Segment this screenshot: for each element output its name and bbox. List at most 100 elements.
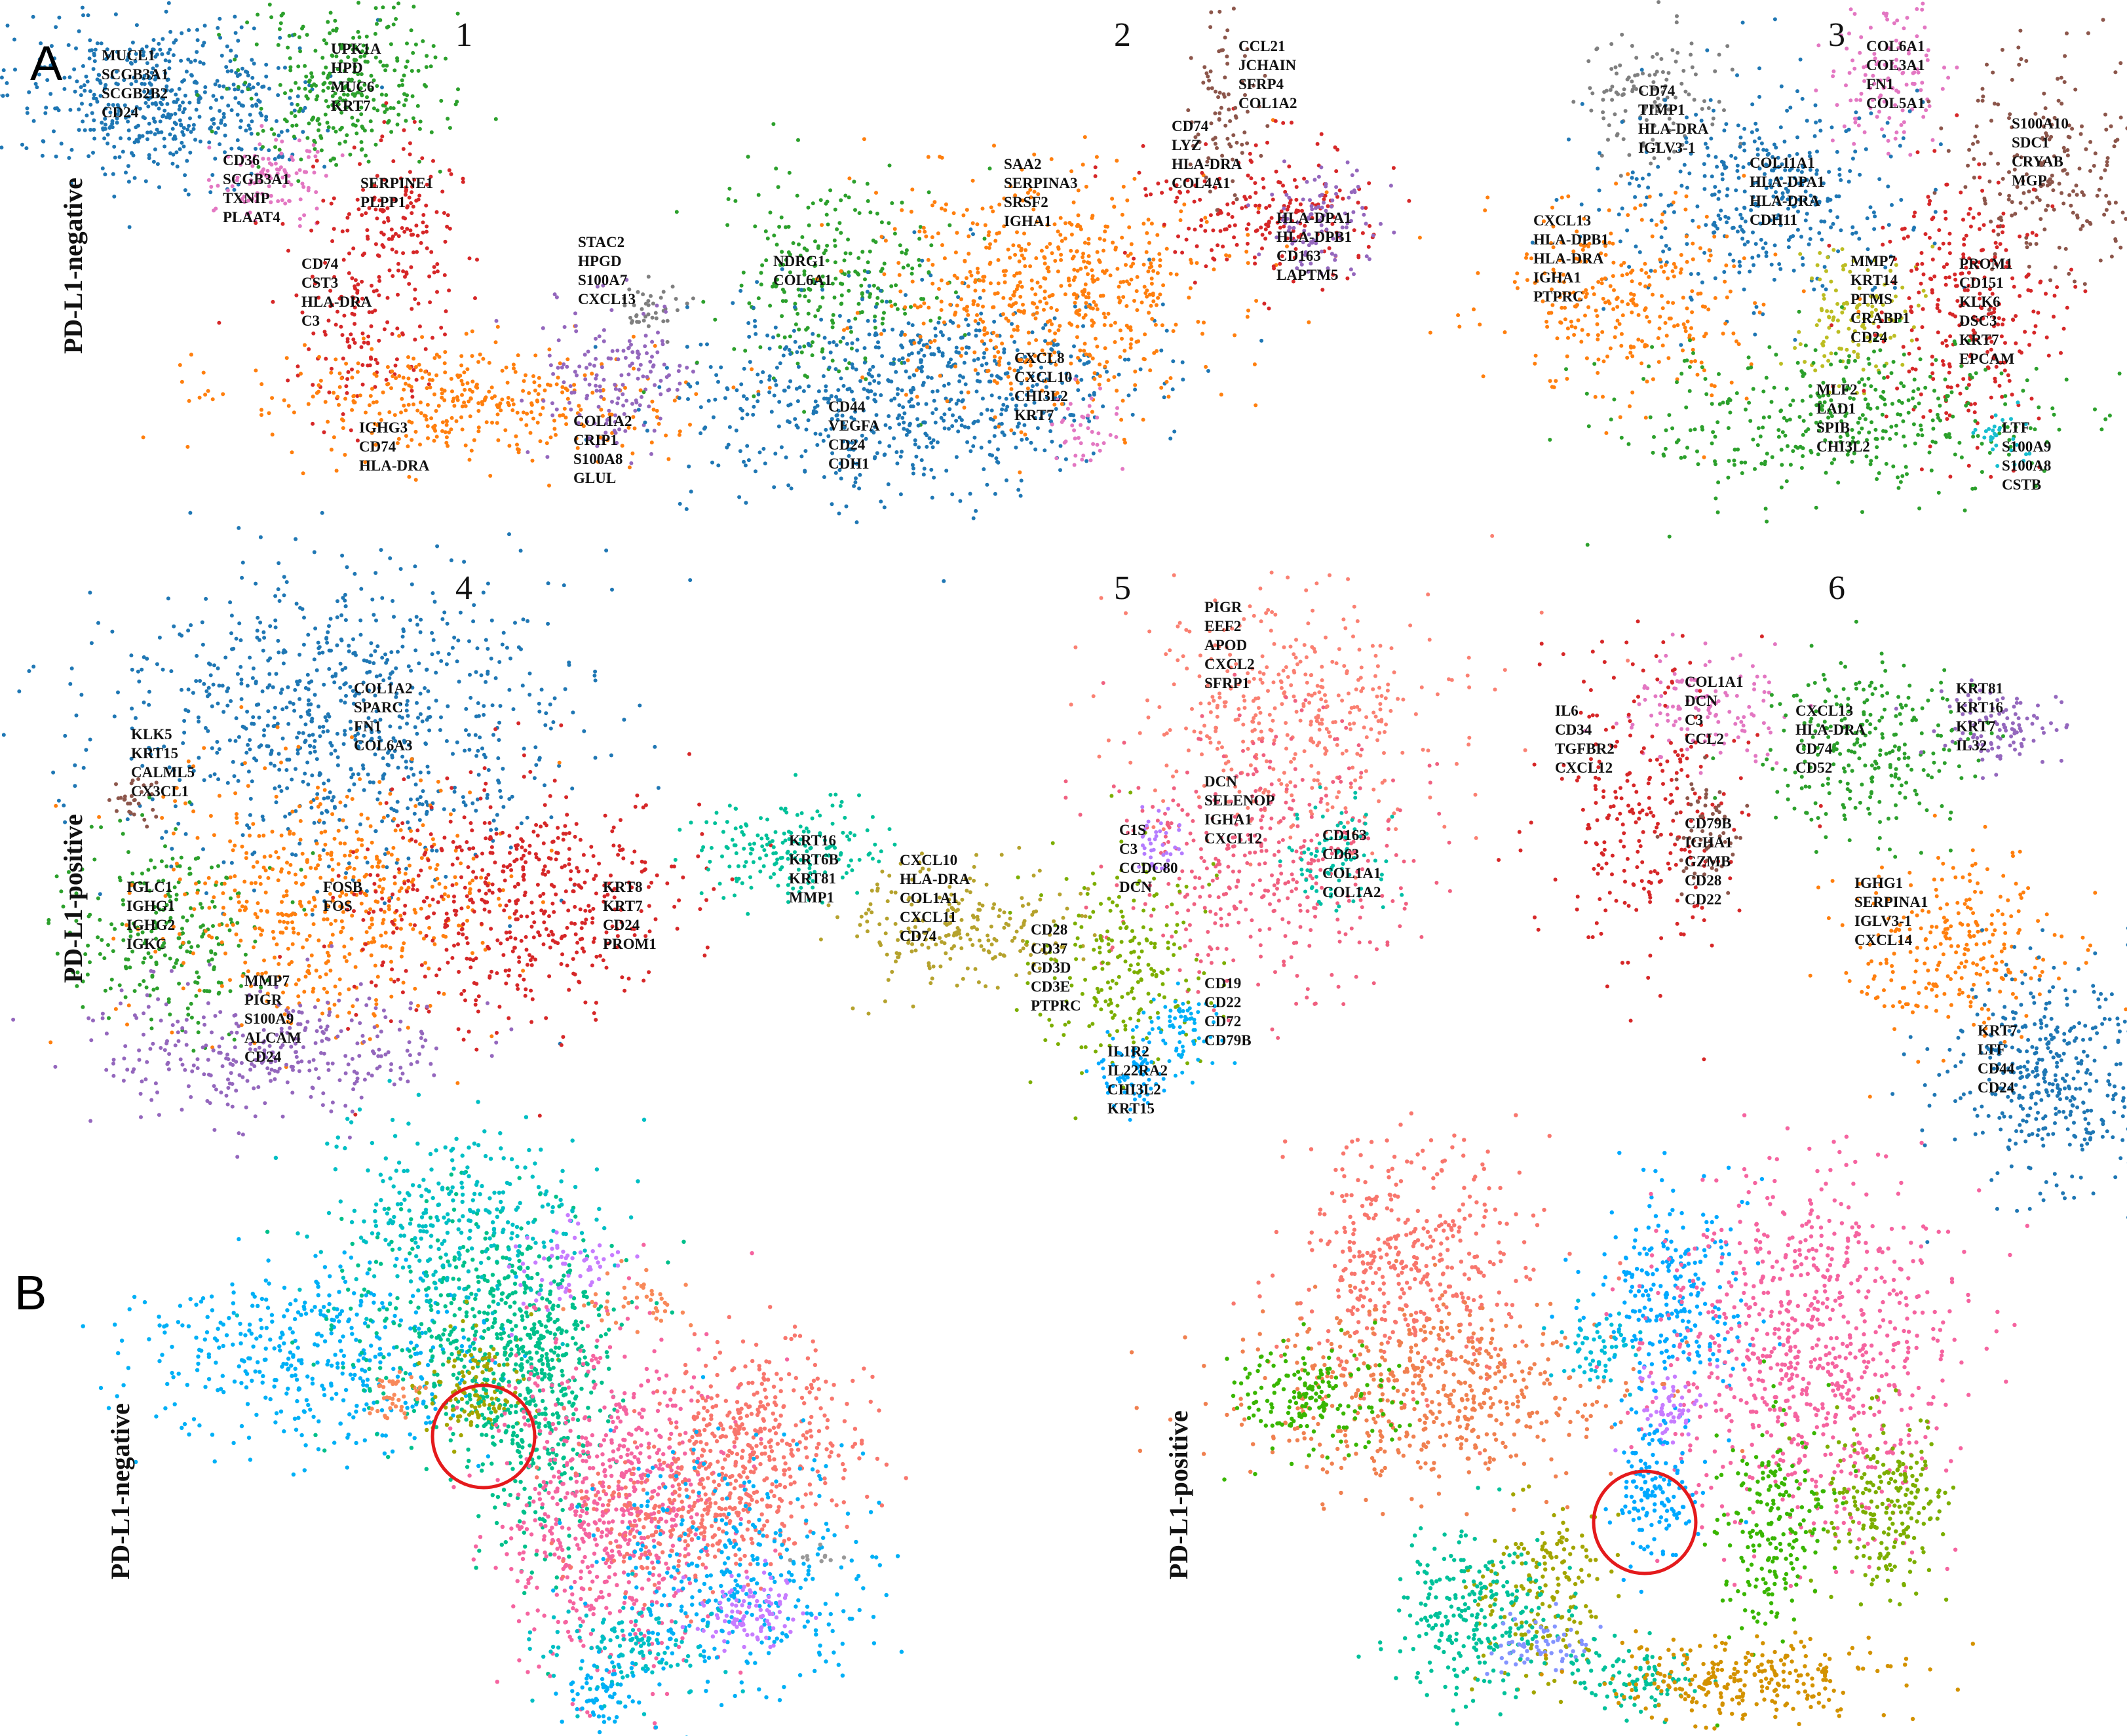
cell-point xyxy=(233,96,238,100)
cell-point xyxy=(903,332,907,337)
cell-point xyxy=(145,61,149,66)
cell-point xyxy=(1742,126,1747,131)
cell-point xyxy=(20,142,24,147)
cell-point xyxy=(864,377,868,381)
cell-point xyxy=(394,250,398,254)
cell-point xyxy=(1996,161,2001,166)
cell-point xyxy=(868,249,872,254)
cell-point xyxy=(317,355,321,359)
cell-point xyxy=(326,419,330,424)
cell-point xyxy=(966,425,970,430)
cell-point xyxy=(396,261,400,266)
cell-point xyxy=(891,327,895,332)
cell-point xyxy=(1750,102,1755,107)
cell-point xyxy=(1102,248,1105,253)
cell-point xyxy=(807,299,811,303)
cell-point xyxy=(820,296,825,300)
cell-point xyxy=(630,402,634,406)
cell-point xyxy=(286,248,290,253)
cell-point xyxy=(49,44,54,48)
cell-point xyxy=(1596,333,1600,338)
cell-point xyxy=(691,370,695,374)
cell-point xyxy=(847,288,851,293)
cell-point xyxy=(258,142,262,147)
cell-point xyxy=(1822,354,1827,358)
cell-point xyxy=(997,362,1001,367)
cell-point xyxy=(1038,284,1043,289)
cell-point xyxy=(910,266,915,271)
cell-point xyxy=(1025,436,1029,441)
cell-point xyxy=(351,246,356,251)
cell-point xyxy=(565,364,569,369)
cell-point xyxy=(650,339,655,344)
cell-point xyxy=(1813,103,1818,107)
cell-point xyxy=(594,376,598,381)
cell-point xyxy=(88,89,92,94)
cell-point xyxy=(852,180,856,184)
cell-point xyxy=(125,58,130,62)
cell-point xyxy=(937,316,942,320)
cell-point xyxy=(1764,254,1769,258)
cell-point xyxy=(438,169,442,174)
cell-point xyxy=(290,450,294,455)
cell-point xyxy=(950,424,955,429)
cell-point xyxy=(739,382,744,387)
cell-point xyxy=(746,321,751,325)
cell-point xyxy=(1143,332,1147,337)
cell-point xyxy=(695,360,699,365)
cell-point xyxy=(354,131,359,136)
cell-point xyxy=(925,444,929,449)
cell-point xyxy=(1864,147,1868,151)
cell-point xyxy=(381,390,385,395)
cell-point xyxy=(347,212,351,216)
cell-point xyxy=(264,117,268,122)
cell-point xyxy=(126,164,130,168)
cell-point xyxy=(1858,98,1863,102)
cell-point xyxy=(460,404,465,409)
cell-point xyxy=(1858,172,1862,177)
cell-point xyxy=(180,140,184,145)
cell-point xyxy=(1788,106,1793,110)
cell-point xyxy=(972,435,977,440)
cell-point xyxy=(250,58,254,62)
cell-point xyxy=(767,374,772,379)
cell-point xyxy=(1125,198,1130,203)
cell-point xyxy=(953,290,958,295)
cell-point xyxy=(1195,261,1199,265)
cell-point xyxy=(889,284,894,288)
cell-point xyxy=(1158,292,1162,297)
cell-point xyxy=(168,151,172,155)
cell-point xyxy=(1225,54,1229,59)
cell-point xyxy=(500,397,505,402)
cell-point xyxy=(688,578,693,583)
cell-point xyxy=(1627,153,1632,157)
cell-point xyxy=(1798,57,1803,62)
cell-point xyxy=(1764,250,1769,255)
cell-point xyxy=(772,485,776,490)
cell-point xyxy=(993,425,997,430)
cell-point xyxy=(279,130,284,134)
cell-point xyxy=(1759,237,1763,242)
cell-point xyxy=(932,398,936,403)
cell-point xyxy=(1656,336,1660,340)
cell-point xyxy=(162,136,166,141)
cell-point xyxy=(1141,144,1145,148)
cell-point xyxy=(1015,324,1020,329)
cell-point xyxy=(1753,242,1758,246)
cell-point xyxy=(991,209,995,214)
cell-point xyxy=(526,450,530,454)
cell-point xyxy=(1246,261,1250,265)
cell-point xyxy=(1316,174,1321,179)
cell-point xyxy=(1219,106,1223,110)
cell-point xyxy=(1014,287,1019,292)
cell-point xyxy=(338,96,343,100)
cell-point xyxy=(972,358,976,362)
cell-point xyxy=(158,100,163,105)
cell-point xyxy=(882,272,887,277)
cell-point xyxy=(857,486,862,491)
cell-point xyxy=(1054,308,1059,313)
cell-point xyxy=(496,438,501,442)
cell-point xyxy=(866,270,870,275)
cell-point xyxy=(1149,264,1154,269)
cell-point xyxy=(300,182,305,186)
